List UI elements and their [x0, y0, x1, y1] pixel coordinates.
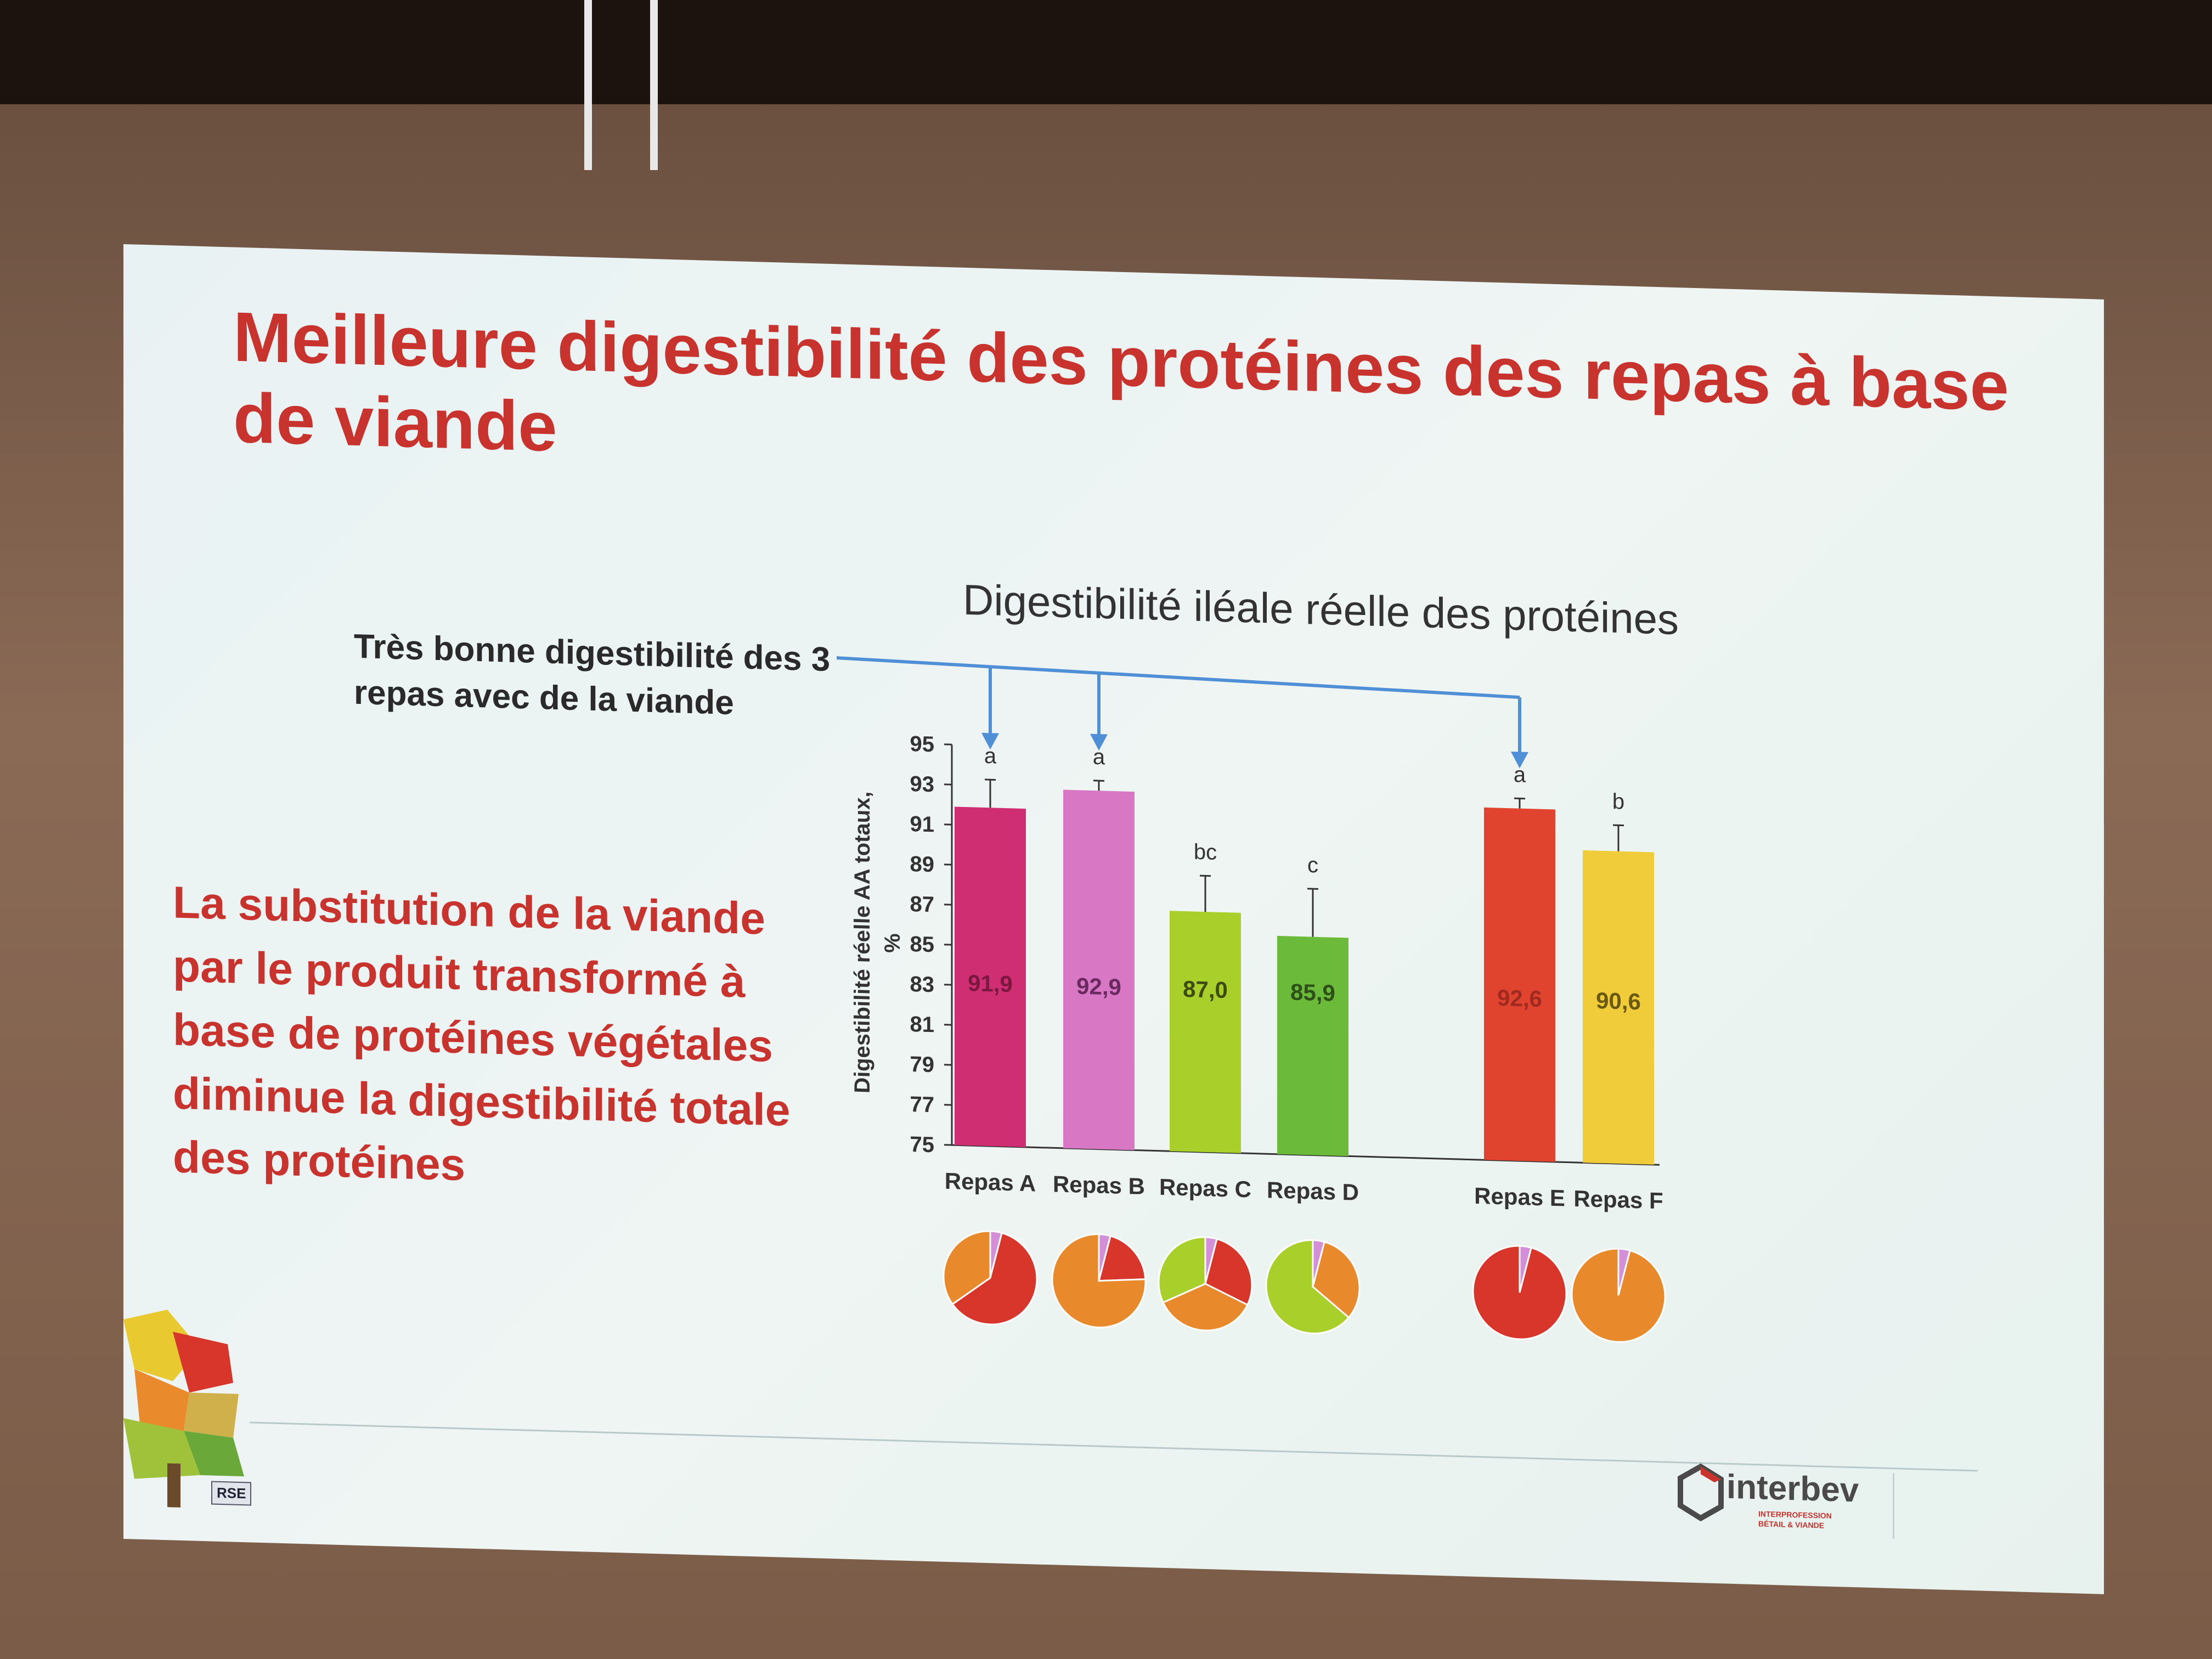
pie-slice [1051, 1233, 1147, 1329]
animals-tree-logo [123, 1310, 244, 1508]
bar-repas-d [1277, 935, 1348, 1156]
y-tick-label: 81 [910, 1012, 934, 1037]
y-tick-label: 83 [910, 972, 934, 997]
callout-text: Très bonne digestibilité des 3 repas ave… [354, 627, 831, 723]
pie-slice [1158, 1236, 1206, 1304]
significance-letter: a [1514, 763, 1526, 787]
y-tick-label: 87 [910, 892, 934, 917]
ceiling-truss [584, 0, 592, 170]
significance-letter: bc [1194, 840, 1217, 865]
bar-repas-b [1063, 789, 1135, 1150]
error-bar-cap [1613, 824, 1624, 827]
brand-name: interbev [1726, 1468, 1859, 1510]
category-label: Repas D [1267, 1177, 1359, 1205]
y-axis-label: Digestibilité réelle AA totaux, [850, 791, 874, 1094]
pie-slice [1204, 1238, 1253, 1306]
brand-subtitle: INTERPROFESSION BÉTAIL & VIANDE [1758, 1509, 1879, 1532]
callout-arrowhead [981, 732, 999, 750]
bar-repas-c [1170, 911, 1241, 1153]
bar-repas-a [955, 806, 1026, 1147]
significance-letter: a [984, 744, 997, 769]
category-label: Repas E [1474, 1183, 1565, 1211]
chart-title: Digestibilité iléale réelle des protéine… [963, 575, 1679, 644]
y-tick-label: 95 [910, 732, 934, 757]
callout-arrowhead [1090, 733, 1108, 751]
brand-subtitle-line1: INTERPROFESSION [1758, 1509, 1832, 1520]
data-value-label: 90,6 [1596, 988, 1641, 1014]
pie-slice [1162, 1283, 1249, 1331]
bar-repas-e [1484, 807, 1555, 1162]
interbev-logo: interbev INTERPROFESSION BÉTAIL & VIANDE [1676, 1462, 1874, 1544]
y-tick-label: 89 [910, 852, 934, 877]
pie-slice [1312, 1240, 1361, 1319]
pie-slice [1265, 1239, 1350, 1335]
significance-letter: c [1307, 853, 1318, 878]
pie-slice [1571, 1248, 1666, 1343]
y-tick-label: 79 [910, 1052, 934, 1077]
category-label: Repas F [1573, 1186, 1663, 1214]
data-value-label: 92,6 [1497, 985, 1542, 1012]
y-tick-label: 85 [910, 932, 934, 957]
data-value-label: 92,9 [1076, 973, 1121, 1000]
ceiling-truss [650, 0, 658, 170]
significance-letter: b [1612, 789, 1624, 814]
pie-slice [1098, 1235, 1147, 1282]
y-tick-label: 77 [910, 1092, 934, 1117]
y-axis-label-unit: % [881, 933, 905, 953]
brand-subtitle-line2: BÉTAIL & VIANDE [1758, 1519, 1825, 1530]
bar-chart: 75 77 79 81 83 85 87 89 91 93 95 Digestibilité réel… [837, 648, 1666, 1343]
data-value-label: 85,9 [1290, 979, 1335, 1006]
callout-bracket-line [837, 648, 1520, 699]
presentation-slide: Meilleure digestibilité des protéines de… [123, 244, 2104, 1594]
error-bar-cap [1514, 797, 1525, 800]
data-value-label: 91,9 [968, 970, 1013, 997]
category-label: Repas A [945, 1168, 1036, 1197]
pie-slice [943, 1230, 991, 1306]
y-tick-label: 91 [910, 812, 934, 837]
pie-slice [1472, 1245, 1567, 1340]
significance-letter: a [1093, 745, 1105, 770]
interbev-hexagon-icon [1678, 1463, 1724, 1522]
brand-divider [1893, 1473, 1894, 1539]
callout-arrowhead [1511, 751, 1528, 769]
bar-repas-f [1583, 850, 1654, 1165]
conclusion-text: La substitution de la viande par le prod… [173, 877, 791, 1190]
data-value-label: 87,0 [1183, 976, 1228, 1003]
category-label: Repas C [1159, 1174, 1251, 1203]
pie-slice [951, 1232, 1038, 1325]
slide-title: Meilleure digestibilité des protéines de… [233, 297, 2009, 467]
category-label: Repas B [1053, 1171, 1145, 1199]
rse-badge: RSE [211, 1481, 252, 1506]
y-tick-label: 75 [910, 1132, 934, 1157]
y-tick-label: 93 [910, 772, 934, 797]
